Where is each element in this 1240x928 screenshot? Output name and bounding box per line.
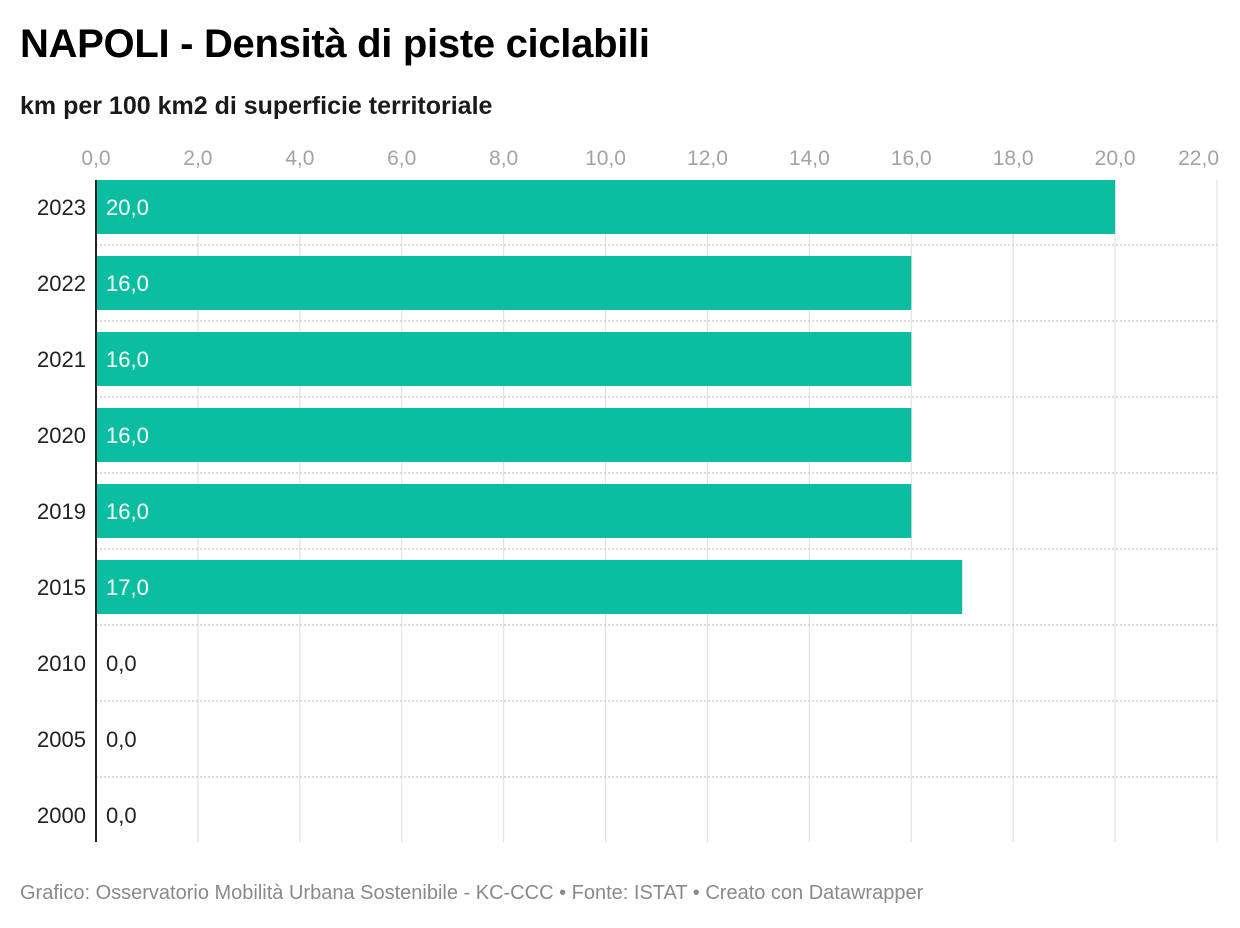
category-labels: 2023 2022 2021 2020 2019 2015 2010 2005 2000 xyxy=(37,195,86,828)
x-axis-ticks: 0,0 2,0 4,0 6,0 8,0 10,0 12,0 14,0 16,0 18,0 20,0 2… xyxy=(81,147,1219,170)
value-label-2019: 16,0 xyxy=(106,499,149,524)
value-labels: 20,0 16,0 16,0 16,0 16,0 17,0 0,0 0,0 0,0 xyxy=(106,195,149,828)
x-tick-label: 12,0 xyxy=(687,147,728,170)
value-label-2023: 20,0 xyxy=(106,195,149,220)
value-label-2010: 0,0 xyxy=(106,651,137,676)
x-tick-label: 20,0 xyxy=(1095,147,1136,170)
category-label-2022: 2022 xyxy=(37,271,86,296)
category-label-2023: 2023 xyxy=(37,195,86,220)
value-label-2000: 0,0 xyxy=(106,803,137,828)
category-label-2020: 2020 xyxy=(37,423,86,448)
x-tick-label: 2,0 xyxy=(183,147,212,170)
bars xyxy=(96,180,1116,614)
category-label-2015: 2015 xyxy=(37,575,86,600)
x-tick-label: 4,0 xyxy=(285,147,314,170)
x-tick-label: 14,0 xyxy=(789,147,830,170)
category-label-2005: 2005 xyxy=(37,727,86,752)
category-label-2000: 2000 xyxy=(37,803,86,828)
x-tick-label: 6,0 xyxy=(387,147,416,170)
value-label-2005: 0,0 xyxy=(106,727,137,752)
x-tick-label: 10,0 xyxy=(585,147,626,170)
value-label-2015: 17,0 xyxy=(106,575,149,600)
x-tick-label: 22,0 xyxy=(1178,147,1219,170)
category-label-2019: 2019 xyxy=(37,499,86,524)
bar-2020 xyxy=(96,408,912,462)
category-label-2021: 2021 xyxy=(37,347,86,372)
bar-2023 xyxy=(96,180,1116,234)
chart-footer: Grafico: Osservatorio Mobilità Urbana So… xyxy=(20,882,924,904)
bar-chart: 0,0 2,0 4,0 6,0 8,0 10,0 12,0 14,0 16,0 18,0 20,0 2… xyxy=(37,147,1219,842)
x-tick-label: 8,0 xyxy=(489,147,518,170)
bar-2019 xyxy=(96,484,912,538)
x-tick-label: 16,0 xyxy=(891,147,932,170)
value-label-2022: 16,0 xyxy=(106,271,149,296)
row-separators xyxy=(96,244,1217,778)
value-label-2020: 16,0 xyxy=(106,423,149,448)
chart-title: NAPOLI - Densità di piste ciclabili xyxy=(20,22,650,66)
x-tick-label: 0,0 xyxy=(81,147,110,170)
bar-2015 xyxy=(96,560,963,614)
value-label-2021: 16,0 xyxy=(106,347,149,372)
x-tick-label: 18,0 xyxy=(993,147,1034,170)
bar-2022 xyxy=(96,256,912,310)
bar-2021 xyxy=(96,332,912,386)
chart-subtitle: km per 100 km2 di superficie territorial… xyxy=(20,92,493,120)
category-label-2010: 2010 xyxy=(37,651,86,676)
